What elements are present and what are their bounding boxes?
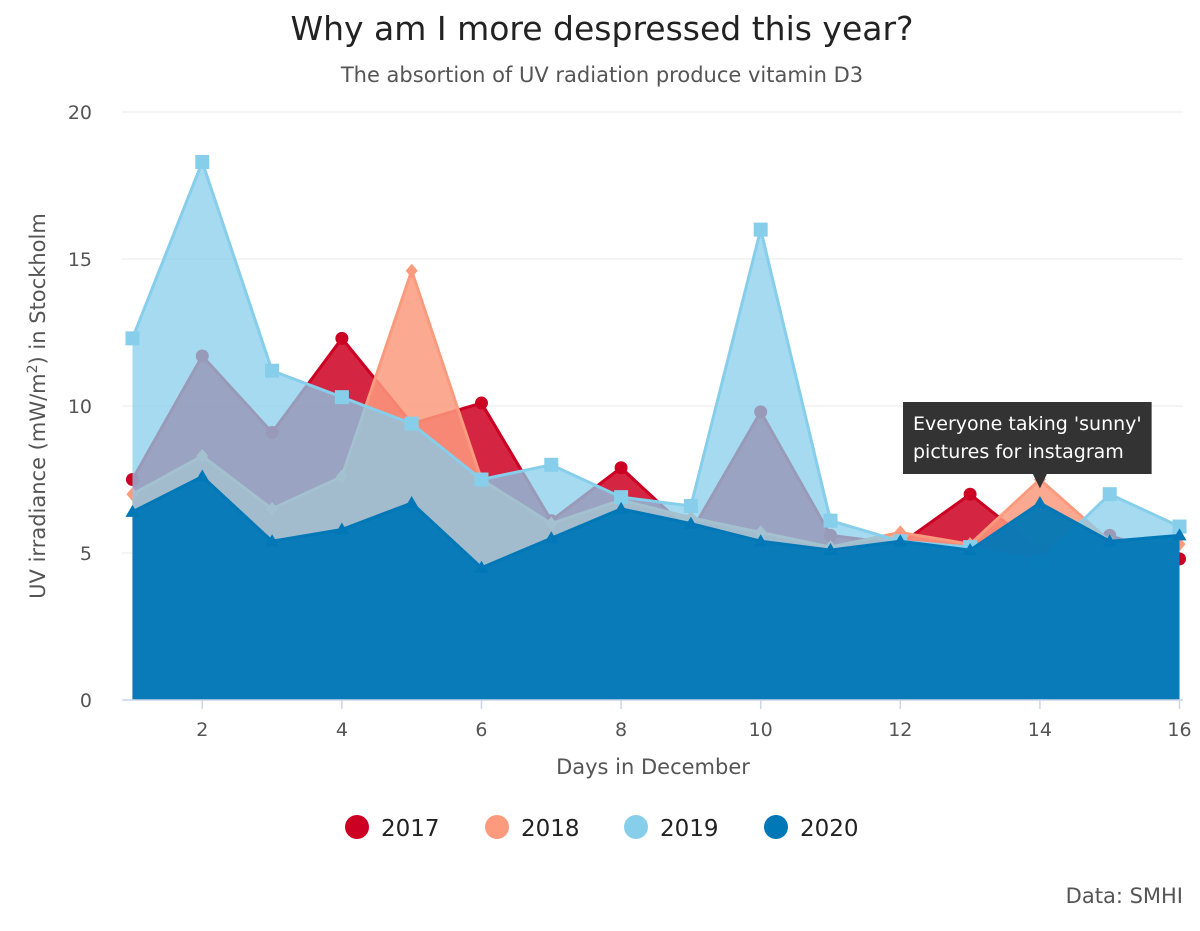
legend-label-2017: 2017 bbox=[381, 816, 440, 842]
point-2019-day-10 bbox=[753, 222, 768, 237]
point-2020-day-2 bbox=[195, 469, 210, 482]
legend-label-2018: 2018 bbox=[521, 816, 580, 842]
legend-label-2020: 2020 bbox=[800, 816, 859, 842]
x-tick-label: 12 bbox=[888, 719, 912, 741]
point-2020-day-16 bbox=[1172, 528, 1187, 541]
legend-marker-2019 bbox=[624, 815, 648, 839]
y-tick-label: 15 bbox=[68, 249, 92, 271]
x-tick-label: 8 bbox=[615, 719, 627, 741]
point-2019-day-3 bbox=[265, 363, 280, 378]
point-2017-day-8 bbox=[614, 461, 628, 475]
legend-item-2020: 2020 bbox=[764, 815, 859, 842]
legend-marker-2017 bbox=[345, 815, 369, 839]
annotation: Everyone taking 'sunny' pictures for ins… bbox=[903, 402, 1152, 489]
point-2020-day-11 bbox=[823, 543, 838, 556]
point-2020-day-10 bbox=[753, 534, 768, 547]
y-axis-ticks: 0 5 10 15 20 bbox=[68, 102, 92, 712]
x-axis-label: Days in December bbox=[556, 755, 750, 779]
point-2020-day-13 bbox=[963, 543, 978, 556]
legend-marker-2018 bbox=[485, 815, 509, 839]
annotation-line-2: pictures for instagram bbox=[913, 441, 1124, 463]
x-tick-label: 6 bbox=[475, 719, 487, 741]
chart-subtitle: The absortion of UV radiation produce vi… bbox=[340, 63, 863, 87]
point-2020-day-4 bbox=[334, 522, 349, 535]
point-2020-day-14 bbox=[1032, 496, 1047, 509]
point-2019-day-9 bbox=[683, 498, 698, 513]
point-2019-day-6 bbox=[474, 472, 489, 487]
x-tick-label: 10 bbox=[749, 719, 773, 741]
point-2020-day-6 bbox=[474, 560, 489, 573]
legend-item-2017: 2017 bbox=[345, 815, 440, 842]
legend-item-2018: 2018 bbox=[485, 815, 580, 842]
point-2019-day-16 bbox=[1172, 519, 1187, 534]
legend-label-2019: 2019 bbox=[660, 816, 719, 842]
chart-credit: Data: SMHI bbox=[1066, 884, 1183, 908]
point-2019-day-5 bbox=[404, 416, 419, 431]
y-tick-label: 20 bbox=[68, 102, 92, 124]
x-tick-label: 2 bbox=[196, 719, 208, 741]
point-2020-day-12 bbox=[893, 534, 908, 547]
chart-title: Why am I more despressed this year? bbox=[290, 9, 913, 48]
point-2019-day-7 bbox=[544, 457, 559, 472]
annotation-box bbox=[903, 402, 1152, 489]
point-2017-day-4 bbox=[335, 331, 349, 345]
x-tick-label: 16 bbox=[1167, 719, 1191, 741]
point-2020-day-1 bbox=[125, 504, 140, 517]
point-2019-day-4 bbox=[334, 390, 349, 405]
legend-item-2019: 2019 bbox=[624, 815, 719, 842]
series-2020 bbox=[125, 469, 1187, 700]
point-2019-day-11 bbox=[823, 513, 838, 528]
point-2019-day-1 bbox=[125, 331, 140, 346]
point-2019-day-8 bbox=[614, 490, 629, 505]
x-tick-label: 4 bbox=[336, 719, 348, 741]
legend-marker-2020 bbox=[764, 815, 788, 839]
point-2019-day-15 bbox=[1102, 487, 1117, 502]
y-tick-label: 5 bbox=[80, 543, 92, 565]
point-2018-day-5 bbox=[405, 263, 418, 278]
annotation-line-1: Everyone taking 'sunny' bbox=[913, 413, 1142, 435]
point-2019-day-2 bbox=[195, 154, 210, 169]
point-2020-day-5 bbox=[404, 496, 419, 509]
y-tick-label: 0 bbox=[80, 690, 92, 712]
line-2020 bbox=[131, 475, 1180, 570]
point-2020-day-3 bbox=[265, 534, 280, 547]
point-2020-day-8 bbox=[614, 501, 629, 514]
x-axis: 2 4 6 8 10 12 14 16 bbox=[122, 699, 1192, 741]
point-2020-day-7 bbox=[544, 531, 559, 544]
x-tick-label: 14 bbox=[1028, 719, 1052, 741]
point-2020-day-9 bbox=[683, 516, 698, 529]
point-2017-day-6 bbox=[474, 396, 488, 410]
legend: 2017 2018 2019 2020 bbox=[345, 815, 859, 842]
series-areas bbox=[125, 154, 1187, 701]
y-axis-label: UV irradiance (mW/m2) in Stockholm bbox=[25, 213, 50, 599]
point-2020-day-15 bbox=[1102, 534, 1117, 547]
point-2017-day-13 bbox=[963, 487, 977, 501]
y-tick-label: 10 bbox=[68, 396, 92, 418]
area-2020 bbox=[132, 476, 1180, 700]
